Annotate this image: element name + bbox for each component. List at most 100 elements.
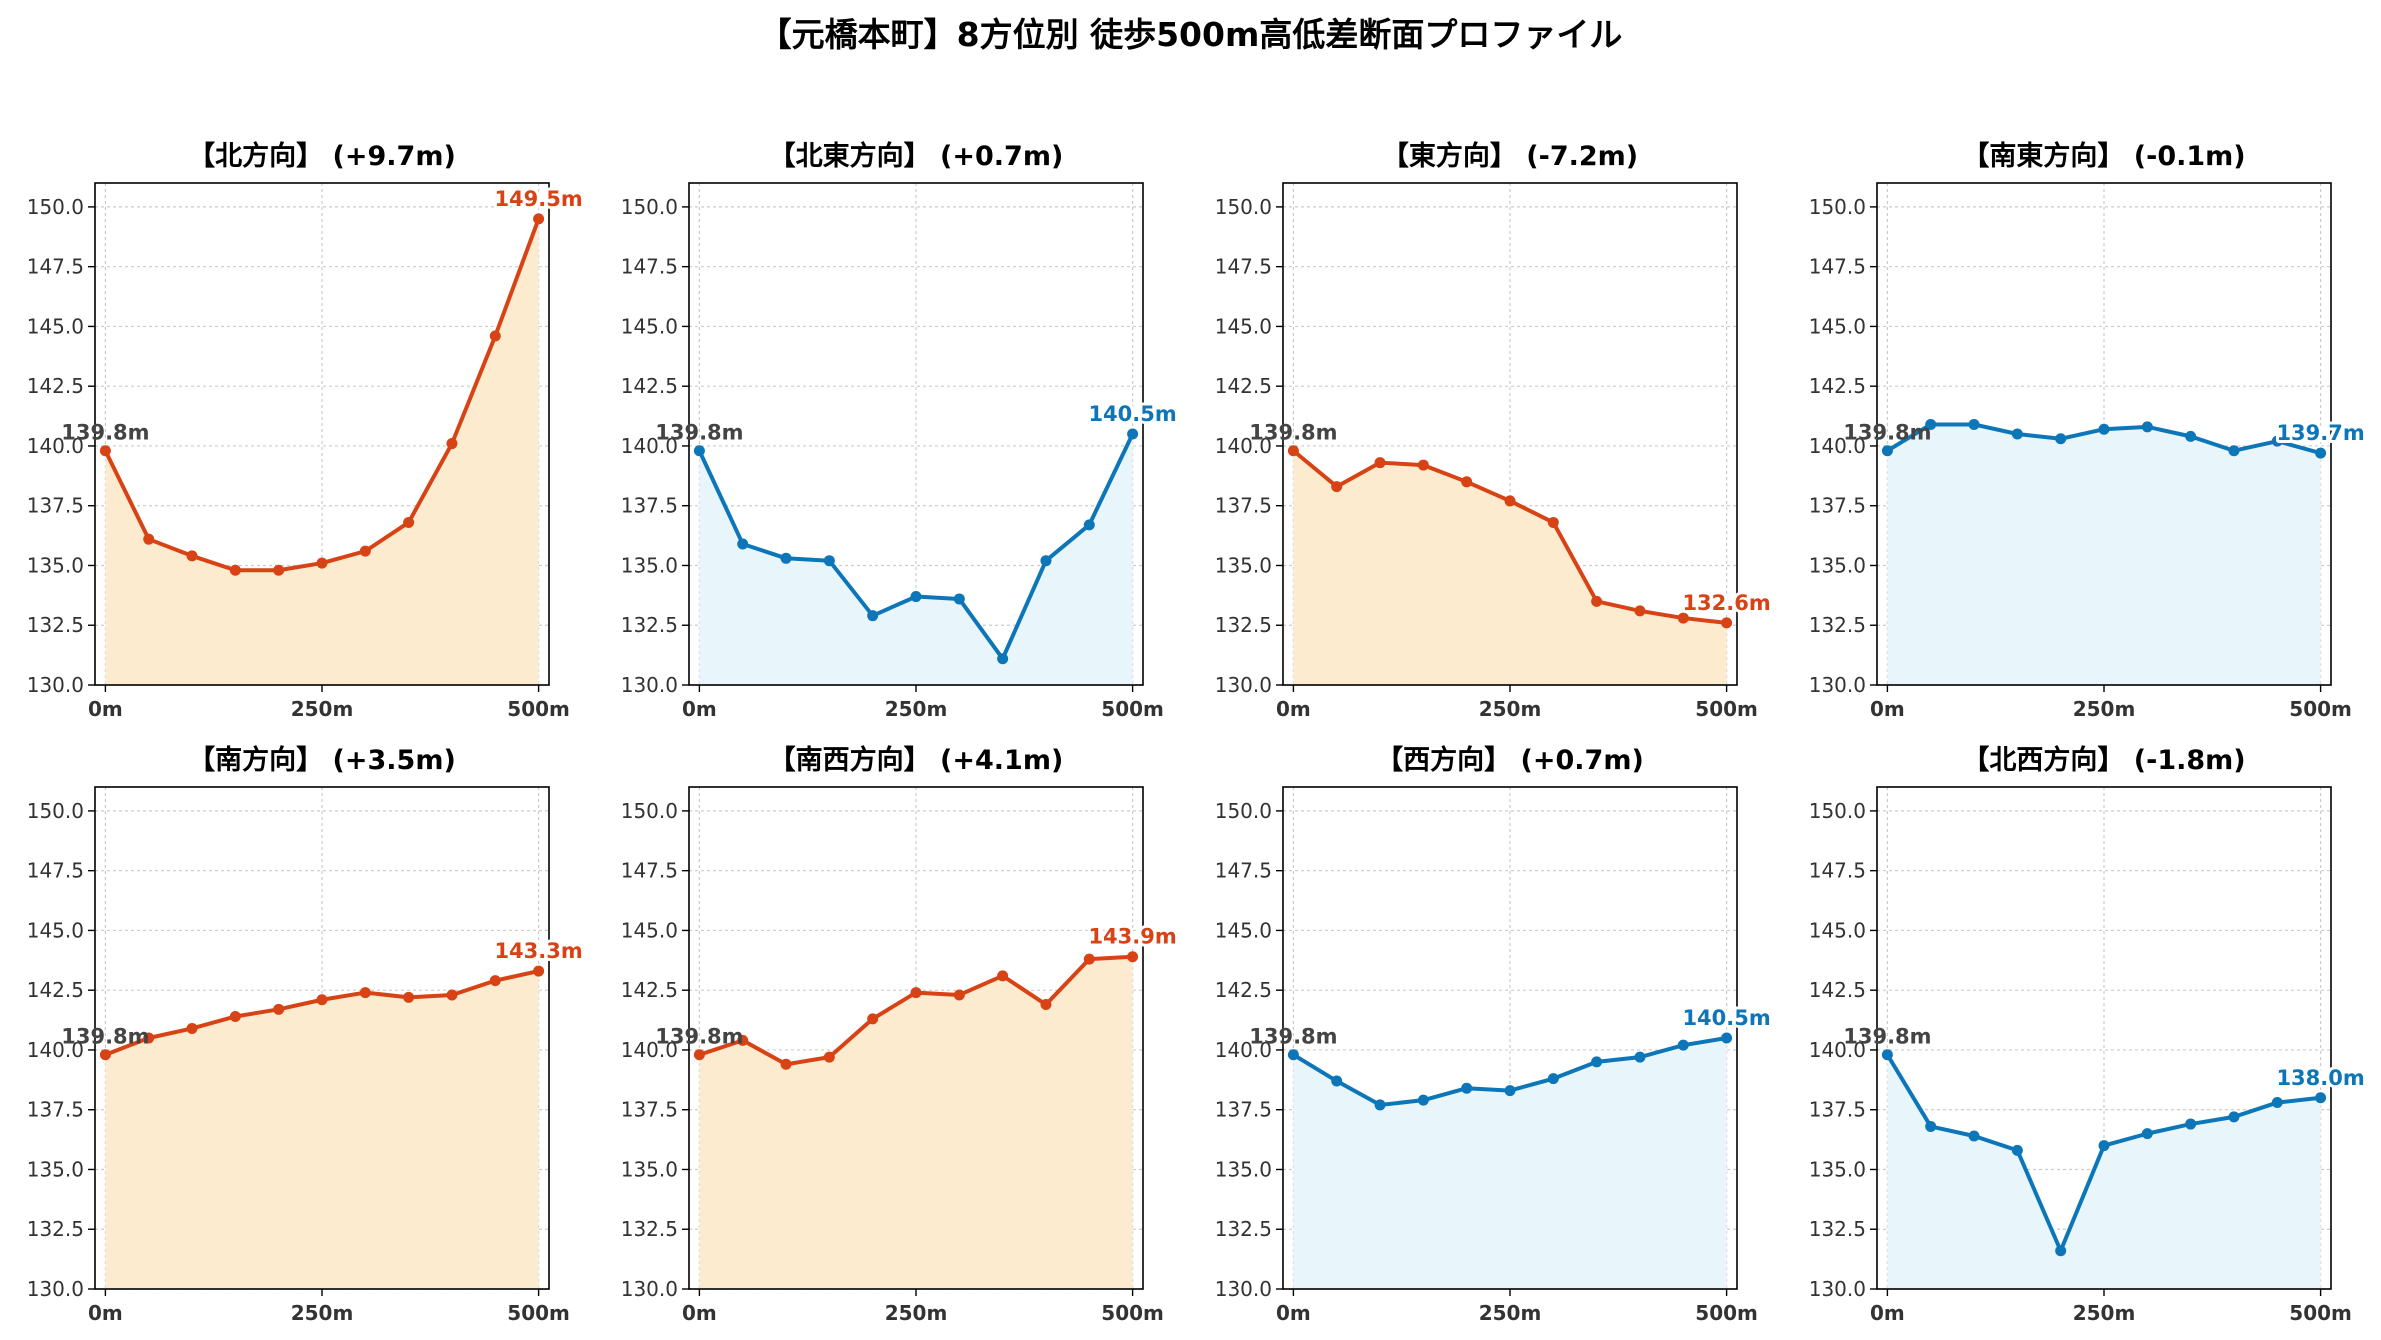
y-tick-label: 132.5 <box>621 613 678 637</box>
data-point <box>2271 435 2283 447</box>
x-tick-label: 0m <box>682 697 717 721</box>
x-tick-label: 500m <box>2289 1301 2352 1325</box>
panel-7: 130.0 132.5 135.0 137.5 140.0 142.5 145.0 147.5… <box>1809 744 2368 1325</box>
panel-5: 130.0 132.5 135.0 137.5 140.0 142.5 145.0 147.5… <box>621 744 1180 1325</box>
x-tick-label: 250m <box>885 697 948 721</box>
y-tick-label: 135.0 <box>1215 553 1272 577</box>
data-point <box>1547 1073 1559 1085</box>
y-tick-label: 130.0 <box>1809 673 1866 697</box>
data-point <box>1461 476 1473 488</box>
page-title: 【元橋本町】8方位別 徒歩500m高低差断面プロファイル <box>758 15 1623 54</box>
x-tick-label: 250m <box>2073 1301 2136 1325</box>
end-elevation-label-halo: 138.0m <box>2276 1066 2364 1090</box>
data-point <box>186 550 198 562</box>
y-tick-label: 147.5 <box>27 859 84 883</box>
data-point <box>2011 428 2023 440</box>
y-tick-label: 150.0 <box>27 799 84 823</box>
y-tick-label: 130.0 <box>1215 1277 1272 1301</box>
x-tick-label: 0m <box>1870 1301 1905 1325</box>
data-point <box>1127 428 1139 440</box>
data-point <box>2185 1118 2197 1130</box>
data-point <box>489 330 501 342</box>
y-tick-label: 147.5 <box>621 859 678 883</box>
start-elevation-label: 139.8m <box>1249 1025 1337 1049</box>
y-tick-label: 132.5 <box>1215 1217 1272 1241</box>
y-tick-label: 147.5 <box>1809 859 1866 883</box>
start-elevation-label: 139.8m <box>1843 1025 1931 1049</box>
area-fill <box>1887 424 2321 685</box>
data-point <box>2228 445 2240 457</box>
y-tick-label: 145.0 <box>27 314 84 338</box>
data-point <box>1374 1099 1386 1111</box>
x-tick-label: 500m <box>1695 1301 1758 1325</box>
y-tick-label: 142.5 <box>1809 374 1866 398</box>
data-point <box>823 555 835 567</box>
data-point <box>1634 605 1646 617</box>
x-tick-label: 500m <box>1695 697 1758 721</box>
data-point <box>823 1051 835 1063</box>
end-elevation-label: 149.5m <box>494 187 582 211</box>
data-point <box>997 970 1009 982</box>
panel-title: 【南方向】 (+3.5m) <box>188 744 456 776</box>
data-point <box>2271 1097 2283 1109</box>
panel-title: 【西方向】 (+0.7m) <box>1376 744 1644 776</box>
x-tick-label: 500m <box>1101 1301 1164 1325</box>
data-point <box>780 1058 792 1070</box>
start-elevation-label: 139.8m <box>1249 421 1337 445</box>
y-tick-label: 135.0 <box>621 1157 678 1181</box>
data-point <box>2141 1128 2153 1140</box>
y-tick-label: 130.0 <box>1809 1277 1866 1301</box>
y-tick-label: 132.5 <box>1809 1217 1866 1241</box>
y-tick-label: 135.0 <box>1215 1157 1272 1181</box>
data-point <box>1083 519 1095 531</box>
data-point <box>1721 617 1733 629</box>
y-tick-label: 145.0 <box>621 918 678 942</box>
x-tick-label: 0m <box>1276 697 1311 721</box>
data-point <box>1634 1051 1646 1063</box>
y-tick-label: 130.0 <box>27 1277 84 1301</box>
y-tick-label: 147.5 <box>1215 255 1272 279</box>
data-point <box>1331 1075 1343 1087</box>
y-tick-label: 137.5 <box>1215 494 1272 518</box>
end-elevation-label-halo: 132.6m <box>1682 591 1770 615</box>
data-point <box>1287 445 1299 457</box>
data-point <box>1504 1085 1516 1097</box>
y-tick-label: 147.5 <box>27 255 84 279</box>
data-point <box>1547 516 1559 528</box>
y-tick-label: 142.5 <box>1215 978 1272 1002</box>
data-point <box>446 438 458 450</box>
y-tick-label: 140.0 <box>621 1038 678 1062</box>
y-tick-label: 142.5 <box>27 978 84 1002</box>
y-tick-label: 130.0 <box>621 1277 678 1301</box>
data-point <box>1677 1039 1689 1051</box>
y-tick-label: 137.5 <box>27 494 84 518</box>
x-tick-label: 500m <box>507 697 570 721</box>
x-tick-label: 0m <box>1870 697 1905 721</box>
y-tick-label: 135.0 <box>621 553 678 577</box>
y-tick-label: 130.0 <box>621 673 678 697</box>
data-point <box>186 1022 198 1034</box>
end-elevation-label-halo: 143.9m <box>1088 925 1176 949</box>
data-point <box>1504 495 1516 507</box>
area-fill <box>699 956 1133 1289</box>
data-point <box>737 1034 749 1046</box>
y-tick-label: 142.5 <box>1215 374 1272 398</box>
y-tick-label: 135.0 <box>1809 553 1866 577</box>
panel-2: 130.0 132.5 135.0 137.5 140.0 142.5 145.0 147.5… <box>1215 140 1774 721</box>
data-point <box>953 989 965 1001</box>
data-point <box>1881 445 1893 457</box>
data-point <box>1591 1056 1603 1068</box>
panel-6: 130.0 132.5 135.0 137.5 140.0 142.5 145.0 147.5… <box>1215 744 1774 1325</box>
data-point <box>1721 1032 1733 1044</box>
end-elevation-label: 132.6m <box>1682 591 1770 615</box>
data-point <box>910 591 922 603</box>
area-fill <box>105 971 539 1289</box>
end-elevation-label: 143.3m <box>494 939 582 963</box>
data-point <box>1925 1120 1937 1132</box>
area-fill <box>1887 1054 2321 1289</box>
data-point <box>1591 595 1603 607</box>
y-tick-label: 130.0 <box>1215 673 1272 697</box>
y-tick-label: 137.5 <box>621 1098 678 1122</box>
data-point <box>780 552 792 564</box>
